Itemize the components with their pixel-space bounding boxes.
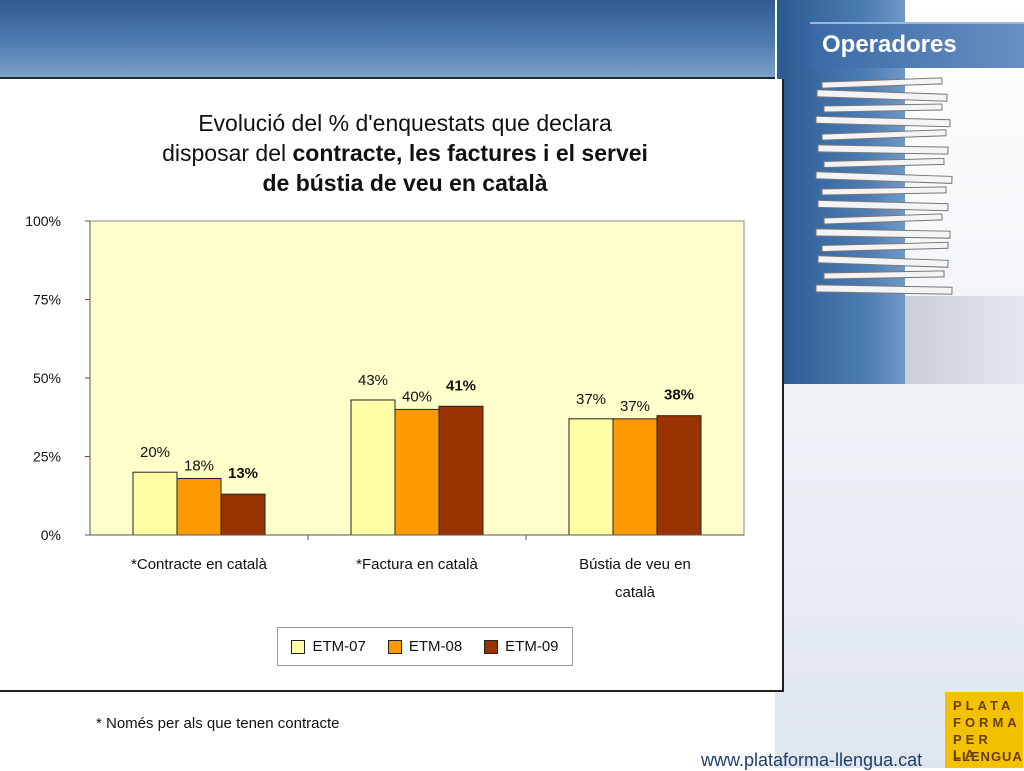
logo-row-4: LLENGUA <box>953 749 1023 764</box>
website-link[interactable]: www.plataforma-llengua.cat <box>701 750 923 770</box>
data-label-etm-07-1: 43% <box>358 372 388 389</box>
grey-decor-block <box>905 296 1024 384</box>
chart-title: Evolució del % d'enquestats que declara … <box>100 108 710 198</box>
chart-title-line-1: Evolució del % d'enquestats que declara <box>198 110 612 136</box>
legend-item-etm08: ETM-08 <box>387 638 463 655</box>
legend-label-etm08: ETM-08 <box>408 638 463 655</box>
logo-row-3: PER LA <box>953 732 992 762</box>
legend-label-etm09: ETM-09 <box>505 638 559 655</box>
chart-title-line-2: disposar del contracte, les factures i e… <box>100 138 710 168</box>
bar-etm-08-0 <box>176 477 222 536</box>
section-tab <box>810 22 1024 68</box>
chart-title-line-3: de bústia de veu en català <box>100 168 710 198</box>
section-title: Operadores <box>822 31 957 58</box>
bar-etm-07-1 <box>350 399 396 536</box>
legend-label-etm07: ETM-07 <box>312 638 366 655</box>
bar-etm-07-2 <box>568 418 614 536</box>
bar-etm-09-0 <box>220 493 266 536</box>
logo-row-2: FORMA <box>953 715 1021 730</box>
header-divider <box>0 77 784 79</box>
chart-legend: ETM-07 ETM-08 ETM-09 <box>277 627 573 666</box>
y-tick-label-3: 75% <box>33 292 61 308</box>
bar-etm-09-2 <box>656 415 702 536</box>
y-tick-label-2: 50% <box>33 370 61 386</box>
x-tick-label-0-0: *Contracte en català <box>131 556 268 573</box>
chart-title-line-2-normal: disposar del <box>162 140 293 166</box>
plataforma-logo: PLATA FORMA PER LA LLENGUA <box>945 692 1023 768</box>
bar-etm-07-0 <box>132 471 178 536</box>
legend-swatch-etm08 <box>387 639 402 654</box>
y-tick-label-4: 100% <box>25 213 61 229</box>
data-label-etm-08-1: 40% <box>402 388 432 405</box>
data-label-etm-09-2: 38% <box>664 387 694 404</box>
legend-item-etm09: ETM-09 <box>484 638 559 655</box>
legend-swatch-etm07 <box>291 639 306 654</box>
data-label-etm-09-1: 41% <box>446 377 476 394</box>
footnote: * Només per als que tenen contracte <box>96 715 340 732</box>
data-label-etm-09-0: 13% <box>228 465 258 482</box>
chart-title-line-3-bold: de bústia de veu en català <box>262 170 548 196</box>
header-band <box>0 0 790 78</box>
data-label-etm-07-2: 37% <box>576 391 606 408</box>
bar-chart: 0% 25% 50% 75% 100% 20% 18% 13% *Contracte en ca… <box>25 213 745 601</box>
paper-stack-icon <box>815 77 953 295</box>
bar-etm-08-1 <box>394 408 440 536</box>
legend-swatch-etm09 <box>484 639 499 654</box>
legend-item-etm07: ETM-07 <box>291 638 366 655</box>
y-tick-label-0: 0% <box>41 527 61 543</box>
x-tick-label-1-0: *Factura en català <box>356 556 478 573</box>
chart-title-line-2-bold: contracte, les factures i el servei <box>292 140 648 166</box>
x-tick-label-2-1: català <box>615 584 656 601</box>
data-label-etm-08-2: 37% <box>620 398 650 415</box>
bar-etm-08-2 <box>612 418 658 536</box>
bar-etm-09-1 <box>438 405 484 536</box>
data-label-etm-07-0: 20% <box>140 444 170 461</box>
logo-row-1: PLATA <box>953 698 1015 713</box>
x-tick-label-2-0: Bústia de veu en <box>579 556 691 573</box>
y-tick-label-1: 25% <box>33 449 61 465</box>
data-label-etm-08-0: 18% <box>184 457 214 474</box>
